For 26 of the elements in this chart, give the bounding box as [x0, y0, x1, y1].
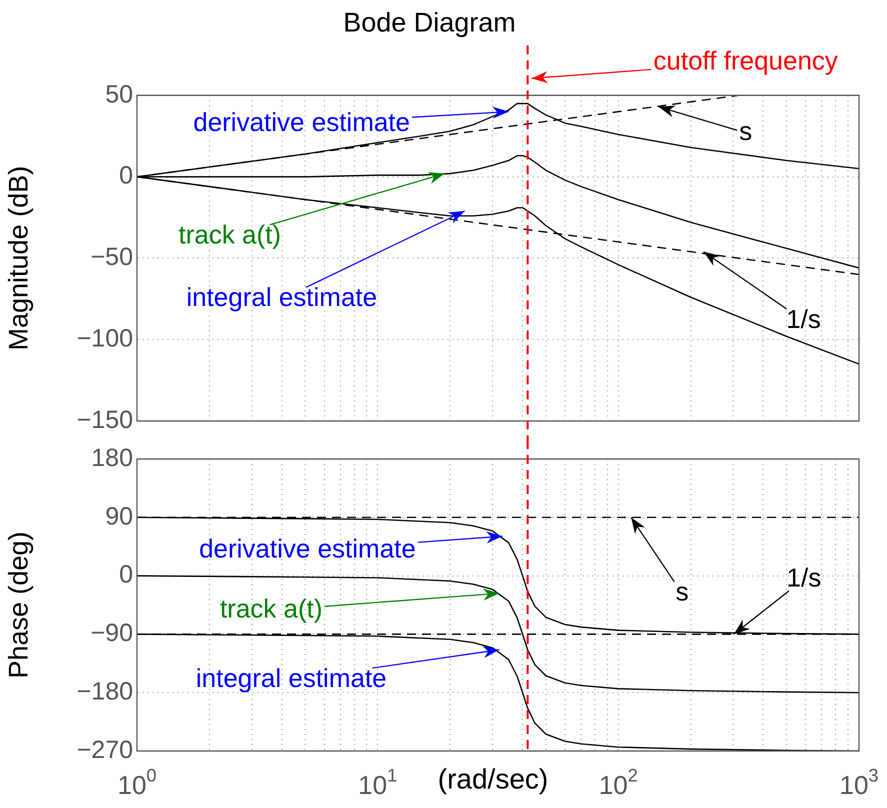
- annotation: track a(t): [220, 593, 323, 624]
- annotation: derivative estimate: [193, 106, 410, 137]
- x-axis-title: (rad/sec): [438, 764, 548, 795]
- annotation: integral estimate: [186, 282, 378, 312]
- y-tick-label: −270: [76, 736, 133, 764]
- annotation: s: [739, 116, 752, 146]
- y-tick-label: 180: [91, 444, 133, 472]
- annotation: 1/s: [786, 562, 822, 592]
- annotation: integral estimate: [196, 662, 387, 693]
- y-tick-label: −100: [76, 324, 133, 352]
- ref-line-label: cutoff frequency: [653, 46, 838, 76]
- y-tick-label: 0: [119, 560, 133, 589]
- y-tick-label: 50: [105, 80, 133, 108]
- y-axis-title: Magnitude (dB): [4, 166, 34, 351]
- y-tick-label: −180: [76, 677, 133, 706]
- y-tick-label: −90: [90, 619, 133, 648]
- annotation: derivative estimate: [199, 533, 416, 564]
- y-tick-label: 0: [119, 162, 133, 190]
- y-tick-label: −150: [76, 406, 133, 434]
- annotation: s: [676, 576, 689, 607]
- annotation: track a(t): [178, 220, 282, 250]
- chart-title: Bode Diagram: [343, 8, 516, 38]
- y-axis-title: Phase (deg): [4, 531, 34, 679]
- y-tick-label: −50: [90, 243, 133, 272]
- y-tick-label: 90: [105, 502, 133, 530]
- annotation: 1/s: [786, 304, 821, 334]
